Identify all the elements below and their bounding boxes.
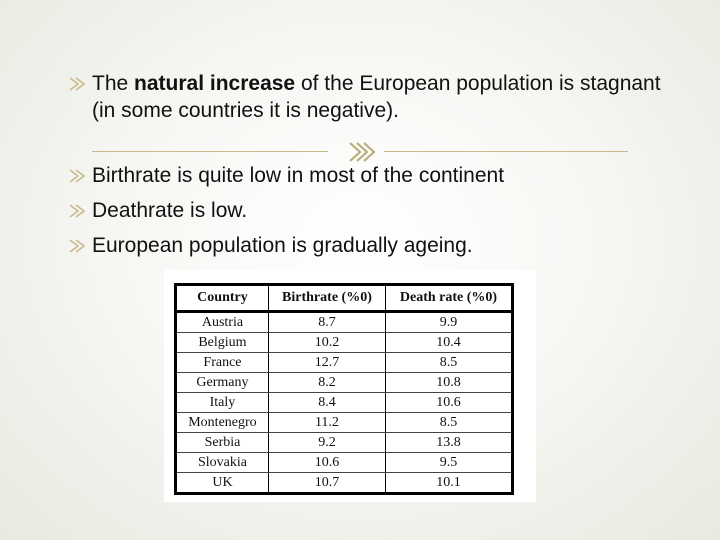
cell-country: Slovakia bbox=[175, 452, 269, 473]
bullet-text: Birthrate is quite low in most of the co… bbox=[92, 164, 505, 187]
divider-rule-left bbox=[92, 151, 328, 152]
bullet-birthrate: Birthrate is quite low in most of the co… bbox=[68, 162, 668, 189]
table-row: Italy 8.4 10.6 bbox=[175, 392, 514, 413]
header-country: Country bbox=[175, 284, 269, 313]
bullet-text-post: of the European population is stagnant (… bbox=[92, 72, 661, 122]
cell-country: Belgium bbox=[175, 332, 269, 353]
table-row: Germany 8.2 10.8 bbox=[175, 372, 514, 393]
bullet-text-bold: natural increase bbox=[134, 72, 296, 95]
cell-death-rate: 8.5 bbox=[384, 412, 514, 433]
table-row: Austria 8.7 9.9 bbox=[175, 311, 514, 333]
bullet-text: Deathrate is low. bbox=[92, 199, 248, 222]
cell-death-rate: 8.5 bbox=[384, 352, 514, 373]
cell-birthrate: 8.4 bbox=[267, 392, 386, 413]
cell-death-rate: 13.8 bbox=[384, 432, 514, 453]
table-row: UK 10.7 10.1 bbox=[175, 472, 514, 494]
cell-death-rate: 10.4 bbox=[384, 332, 514, 353]
cell-country: France bbox=[175, 352, 269, 373]
cell-birthrate: 8.2 bbox=[267, 372, 386, 393]
divider-rule-right bbox=[384, 151, 628, 152]
bullet-list: The natural increase of the European pop… bbox=[68, 70, 668, 259]
cell-country: UK bbox=[175, 472, 269, 494]
population-table: Country Birthrate (%0) Death rate (%0) A… bbox=[174, 283, 514, 495]
cell-death-rate: 10.8 bbox=[384, 372, 514, 393]
cell-death-rate: 9.9 bbox=[384, 311, 514, 333]
cell-country: Montenegro bbox=[175, 412, 269, 433]
cell-birthrate: 9.2 bbox=[267, 432, 386, 453]
cell-birthrate: 8.7 bbox=[267, 311, 386, 333]
cell-birthrate: 11.2 bbox=[267, 412, 386, 433]
triple-arrow-icon bbox=[349, 142, 376, 162]
arrow-bullet-icon bbox=[69, 239, 86, 253]
cell-birthrate: 10.6 bbox=[267, 452, 386, 473]
header-birthrate: Birthrate (%0) bbox=[267, 284, 386, 313]
header-death-rate: Death rate (%0) bbox=[384, 284, 514, 313]
table-row: France 12.7 8.5 bbox=[175, 352, 514, 373]
cell-death-rate: 9.5 bbox=[384, 452, 514, 473]
table-row: Serbia 9.2 13.8 bbox=[175, 432, 514, 453]
cell-death-rate: 10.6 bbox=[384, 392, 514, 413]
table-header-row: Country Birthrate (%0) Death rate (%0) bbox=[175, 284, 514, 313]
cell-country: Serbia bbox=[175, 432, 269, 453]
cell-death-rate: 10.1 bbox=[384, 472, 514, 494]
bullet-natural-increase: The natural increase of the European pop… bbox=[68, 70, 668, 124]
arrow-bullet-icon bbox=[69, 169, 86, 183]
cell-birthrate: 12.7 bbox=[267, 352, 386, 373]
bullet-deathrate: Deathrate is low. bbox=[68, 197, 668, 224]
table-image: Country Birthrate (%0) Death rate (%0) A… bbox=[164, 270, 536, 502]
bullet-ageing: European population is gradually ageing. bbox=[68, 232, 668, 259]
cell-country: Austria bbox=[175, 311, 269, 333]
arrow-bullet-icon bbox=[69, 204, 86, 218]
table-row: Montenegro 11.2 8.5 bbox=[175, 412, 514, 433]
table-row: Slovakia 10.6 9.5 bbox=[175, 452, 514, 473]
table-row: Belgium 10.2 10.4 bbox=[175, 332, 514, 353]
cell-country: Italy bbox=[175, 392, 269, 413]
arrow-bullet-icon bbox=[69, 77, 86, 91]
bullet-text-pre: The bbox=[92, 72, 135, 95]
bullet-text: European population is gradually ageing. bbox=[92, 234, 473, 257]
cell-country: Germany bbox=[175, 372, 269, 393]
title-divider bbox=[92, 141, 628, 163]
cell-birthrate: 10.7 bbox=[267, 472, 386, 494]
cell-birthrate: 10.2 bbox=[267, 332, 386, 353]
